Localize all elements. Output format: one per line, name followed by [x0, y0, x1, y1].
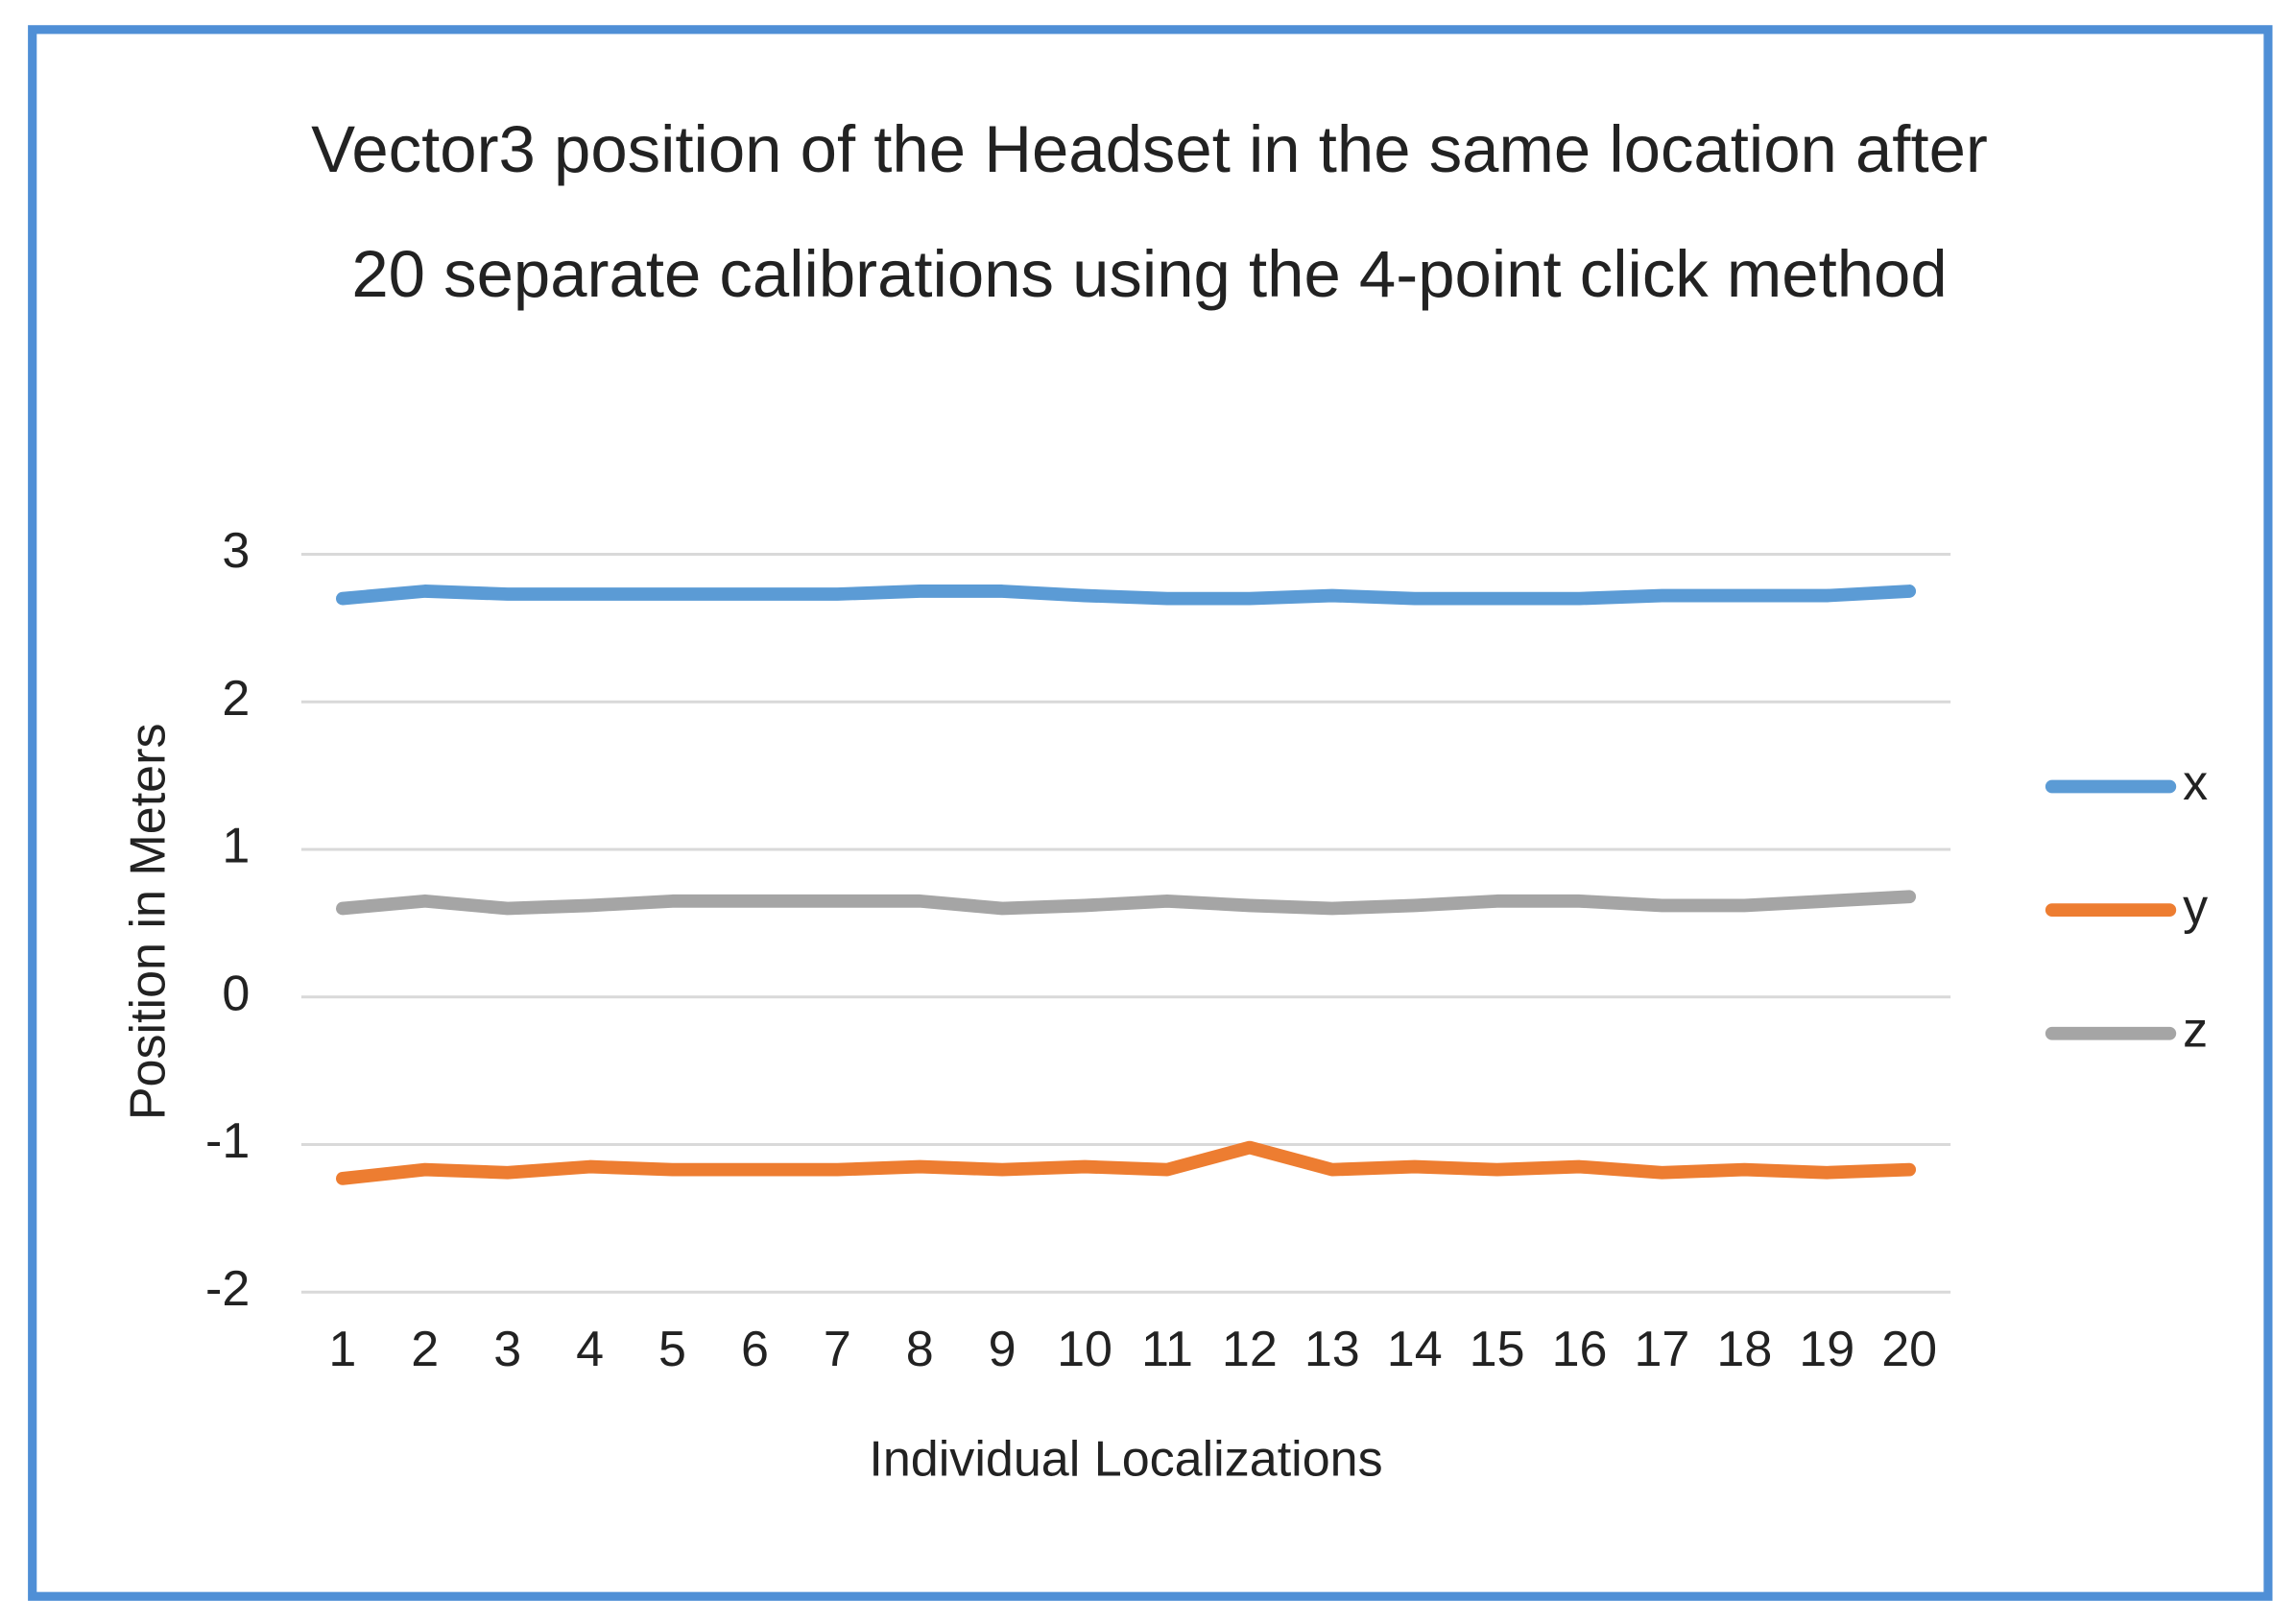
- y-axis-label: Position in Meters: [120, 724, 176, 1121]
- y-tick-label: -1: [205, 1113, 250, 1169]
- x-axis-label: Individual Localizations: [869, 1432, 1382, 1488]
- x-tick-label: 17: [1634, 1322, 1689, 1377]
- x-tick-label: 6: [741, 1322, 769, 1377]
- x-tick-label: 1: [328, 1322, 356, 1377]
- x-tick-label: 10: [1057, 1322, 1112, 1377]
- x-tick-label: 19: [1799, 1322, 1854, 1377]
- x-tick-label: 12: [1222, 1322, 1278, 1377]
- series-line: [335, 890, 1917, 916]
- x-tick-label: 18: [1716, 1322, 1772, 1377]
- y-tick-label: 2: [222, 671, 250, 727]
- x-tick-label: 7: [824, 1322, 851, 1377]
- legend-label: y: [2183, 879, 2208, 935]
- legend-label: z: [2183, 1002, 2208, 1058]
- chart-title: Vector3 position of the Headset in the s…: [311, 112, 1988, 311]
- x-tick-label: 15: [1470, 1322, 1525, 1377]
- x-tick-label: 14: [1387, 1322, 1443, 1377]
- y-tick-label: 1: [222, 819, 250, 874]
- x-tick-label: 13: [1304, 1322, 1360, 1377]
- y-tick-label: 0: [222, 967, 250, 1022]
- y-tick-label: -2: [205, 1261, 250, 1317]
- x-tick-label: 16: [1552, 1322, 1608, 1377]
- x-tick-label: 4: [576, 1322, 604, 1377]
- series-line: [335, 585, 1917, 606]
- x-tick-label: 2: [411, 1322, 439, 1377]
- x-tick-label: 20: [1881, 1322, 1937, 1377]
- x-tick-label: 8: [906, 1322, 934, 1377]
- x-tick-label: 5: [658, 1322, 686, 1377]
- series-line: [335, 1140, 1917, 1185]
- x-tick-label: 11: [1141, 1322, 1193, 1377]
- legend-label: x: [2183, 755, 2208, 811]
- frame: [28, 25, 2273, 1601]
- x-tick-label: 9: [989, 1322, 1016, 1377]
- y-tick-label: 3: [222, 523, 250, 579]
- x-tick-label: 3: [493, 1322, 521, 1377]
